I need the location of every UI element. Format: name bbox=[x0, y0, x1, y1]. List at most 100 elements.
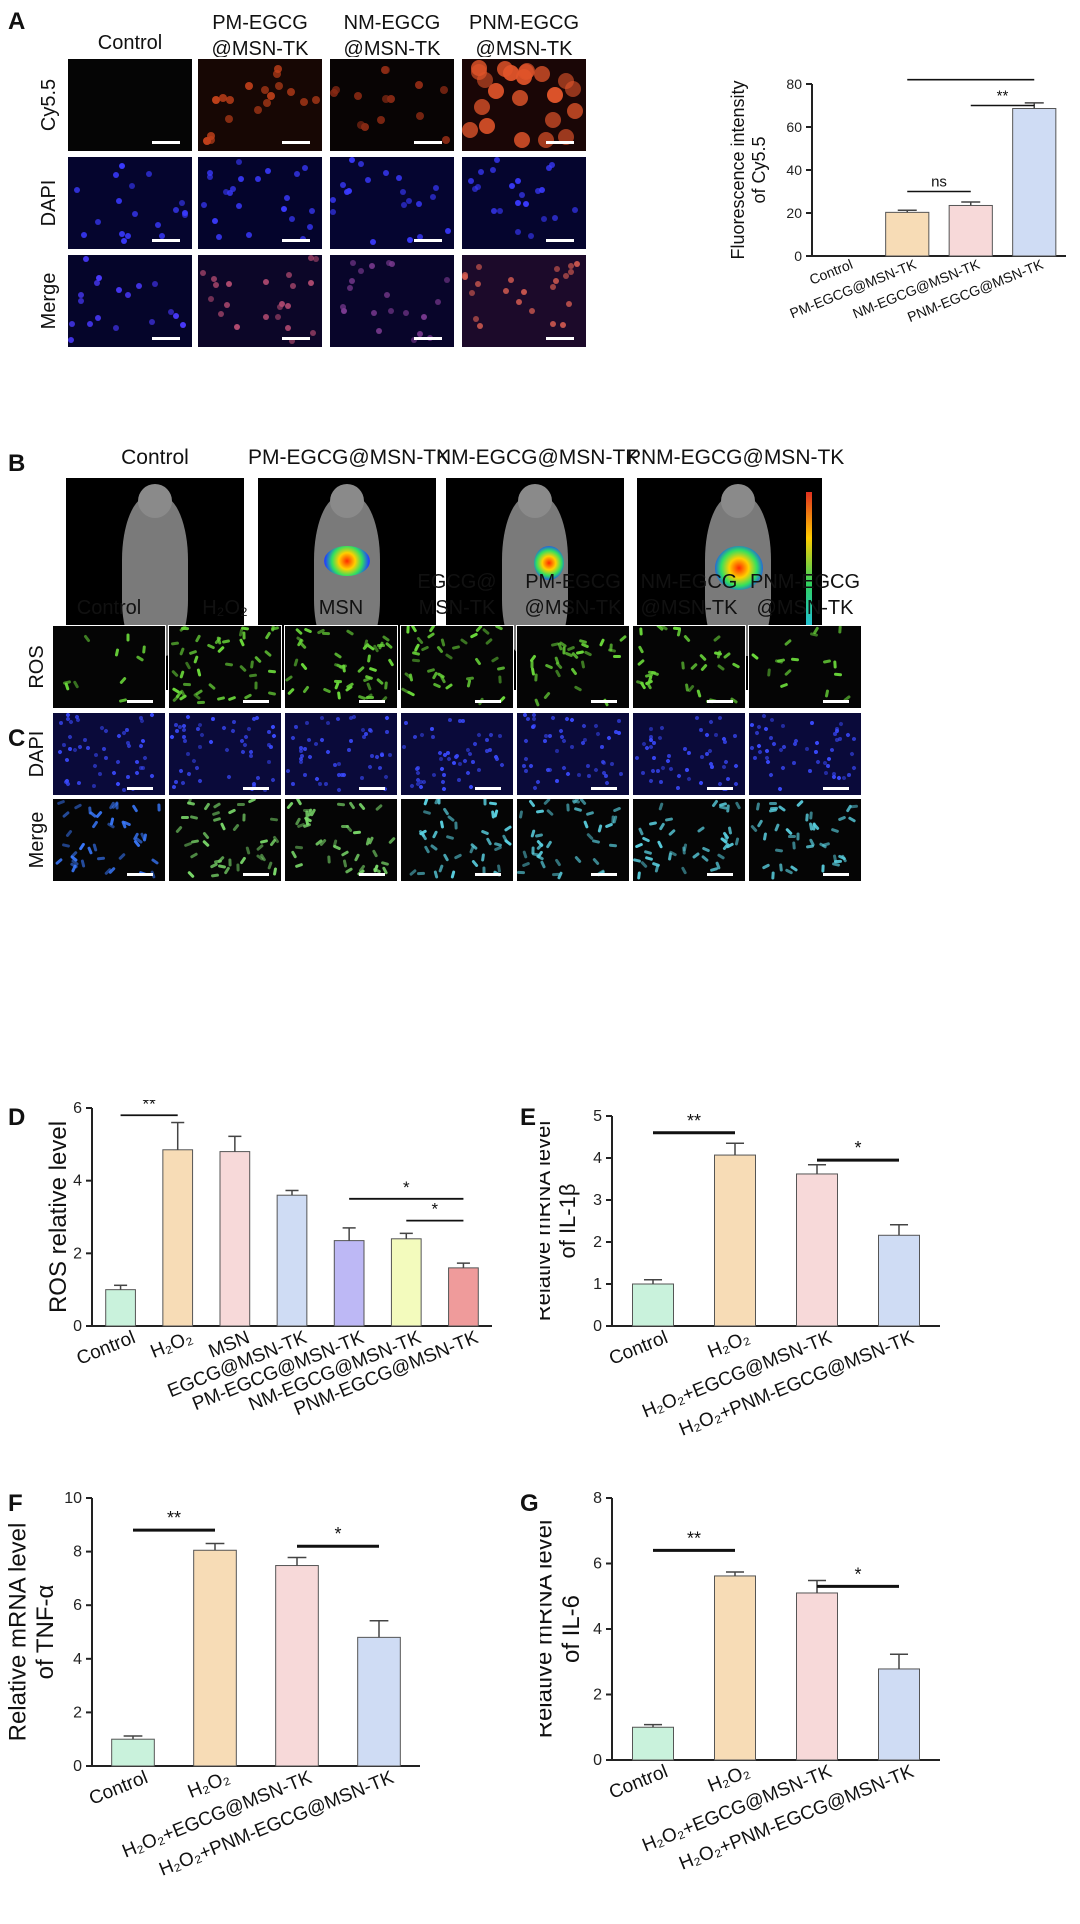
cell-mark bbox=[221, 639, 231, 644]
cell-mark bbox=[194, 634, 202, 643]
cell-dot bbox=[286, 272, 292, 278]
cell-dot bbox=[125, 292, 131, 298]
cell-dot bbox=[416, 201, 422, 207]
cell-mark bbox=[656, 840, 664, 849]
bar-control bbox=[632, 1726, 674, 1761]
cell-mark bbox=[762, 832, 768, 841]
cell-mark bbox=[451, 645, 461, 650]
cell-mark bbox=[271, 733, 277, 739]
cell-mark bbox=[87, 846, 93, 855]
cell-mark bbox=[472, 741, 478, 747]
cell-dot bbox=[236, 159, 242, 165]
cell-mark bbox=[306, 737, 312, 743]
mouse-head bbox=[330, 484, 364, 518]
cell-mark bbox=[116, 733, 122, 739]
cell-dot bbox=[539, 187, 545, 193]
cell-dot bbox=[534, 66, 550, 82]
cell-mark bbox=[210, 716, 216, 722]
cell-mark bbox=[103, 728, 109, 734]
cell-mark bbox=[251, 716, 257, 722]
cell-dot bbox=[129, 183, 135, 189]
cell-mark bbox=[293, 658, 299, 667]
cell-mark bbox=[367, 764, 373, 770]
cell-dot bbox=[95, 219, 101, 225]
panel-c-micrograph bbox=[400, 712, 514, 796]
cell-mark bbox=[815, 759, 821, 765]
cell-dot bbox=[553, 278, 559, 284]
cell-dot bbox=[149, 319, 155, 325]
cell-mark bbox=[476, 767, 482, 773]
cell-mark bbox=[336, 802, 346, 807]
significance-label: ** bbox=[687, 1111, 701, 1131]
panel-c-row-label: Merge bbox=[26, 811, 48, 869]
cell-mark bbox=[558, 728, 564, 734]
cell-mark bbox=[518, 810, 524, 819]
cell-mark bbox=[410, 626, 418, 633]
cell-dot bbox=[265, 168, 271, 174]
cell-dot bbox=[568, 269, 574, 275]
cell-mark bbox=[483, 799, 487, 806]
cell-mark bbox=[250, 660, 254, 669]
panel-letter-c: C bbox=[8, 725, 26, 752]
scale-bar bbox=[414, 141, 442, 144]
cell-dot bbox=[566, 301, 572, 307]
cell-mark bbox=[499, 762, 505, 768]
cell-mark bbox=[517, 870, 526, 875]
cell-mark bbox=[566, 645, 576, 652]
cell-mark bbox=[368, 666, 378, 673]
cell-mark bbox=[535, 854, 545, 861]
cell-mark bbox=[216, 696, 226, 701]
cell-mark bbox=[441, 772, 447, 778]
cell-mark bbox=[709, 764, 715, 770]
cell-mark bbox=[179, 647, 185, 656]
cell-dot bbox=[226, 281, 232, 287]
cell-mark bbox=[302, 772, 308, 778]
cell-mark bbox=[236, 802, 246, 807]
cell-mark bbox=[182, 738, 188, 744]
cell-mark bbox=[597, 824, 603, 833]
cell-dot bbox=[354, 92, 362, 100]
cell-dot bbox=[69, 321, 75, 327]
cell-mark bbox=[208, 739, 214, 745]
cell-mark bbox=[765, 759, 771, 765]
cell-mark bbox=[676, 773, 682, 779]
cell-mark bbox=[711, 799, 719, 808]
panel-a-micrograph bbox=[460, 57, 588, 153]
cell-mark bbox=[691, 851, 701, 860]
panel-c-micrograph bbox=[168, 625, 282, 709]
cell-mark bbox=[841, 775, 847, 781]
cell-mark bbox=[675, 785, 681, 791]
cell-mark bbox=[102, 747, 106, 751]
cell-mark bbox=[468, 784, 474, 790]
cell-mark bbox=[485, 738, 489, 742]
cell-mark bbox=[734, 837, 740, 846]
cell-mark bbox=[239, 664, 247, 673]
significance-label: ** bbox=[167, 1508, 181, 1528]
cell-mark bbox=[550, 715, 556, 721]
cell-mark bbox=[496, 864, 502, 873]
cell-dot bbox=[74, 187, 80, 193]
panel-a-micrograph bbox=[460, 155, 588, 251]
cell-dot bbox=[400, 189, 406, 195]
panel-letter-e: E bbox=[520, 1104, 537, 1131]
cell-mark bbox=[701, 846, 711, 853]
cell-mark bbox=[466, 679, 472, 688]
scale-bar bbox=[823, 700, 849, 703]
y-tick-label: 0 bbox=[593, 1318, 602, 1335]
cell-mark bbox=[221, 725, 227, 731]
cell-mark bbox=[290, 735, 296, 741]
cell-dot bbox=[273, 70, 281, 78]
cell-dot bbox=[417, 234, 423, 240]
cell-dot bbox=[503, 288, 509, 294]
cell-mark bbox=[246, 726, 252, 732]
cell-mark bbox=[764, 748, 770, 754]
cell-dot bbox=[285, 303, 291, 309]
scale-bar bbox=[127, 873, 153, 876]
cell-mark bbox=[450, 870, 456, 879]
cell-mark bbox=[340, 850, 350, 857]
cell-mark bbox=[142, 755, 148, 761]
cell-dot bbox=[119, 231, 125, 237]
bar-h-o-egcg-msn-tk bbox=[796, 1173, 838, 1327]
significance-label: ** bbox=[997, 88, 1009, 105]
cell-mark bbox=[668, 766, 674, 772]
